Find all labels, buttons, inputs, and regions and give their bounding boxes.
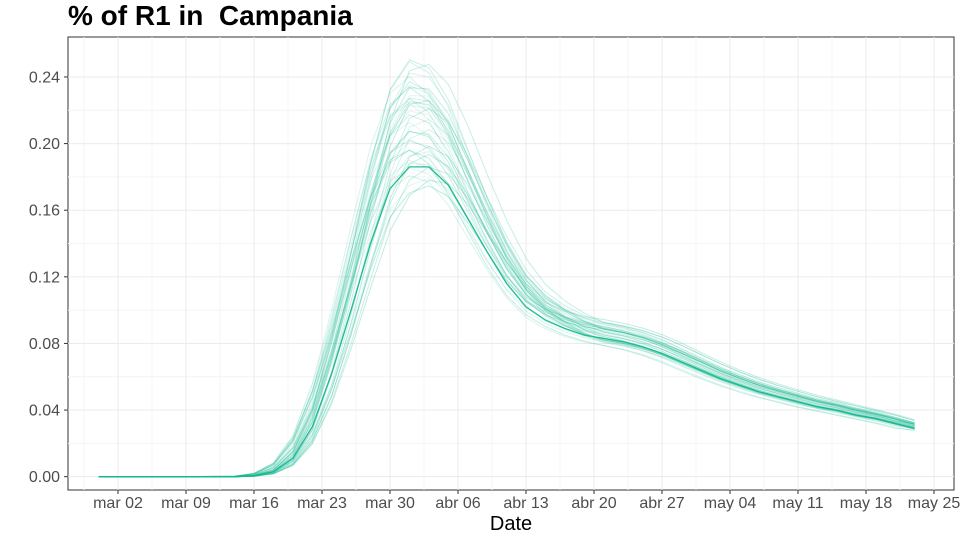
- series-line: [98, 160, 915, 478]
- chart-title: % of R1 in Campania: [68, 0, 353, 31]
- x-axis: mar 02 mar 09 mar 16 mar 23 mar 30 abr 06 abr …: [93, 490, 960, 512]
- series-line: [98, 149, 915, 478]
- y-tick-label: 0.04: [29, 403, 60, 420]
- series-line: [98, 63, 915, 478]
- x-tick-label: abr 13: [503, 495, 548, 512]
- x-axis-title: Date: [490, 513, 532, 535]
- y-tick-label: 0.24: [29, 69, 60, 86]
- series-line: [98, 114, 915, 478]
- series-line: [98, 166, 915, 478]
- series-line: [98, 149, 915, 478]
- major-grid: [68, 37, 954, 490]
- series-line: [98, 81, 915, 478]
- series-line: [98, 84, 915, 478]
- y-tick-label: 0.20: [29, 136, 60, 153]
- x-tick-label: mar 16: [229, 495, 279, 512]
- series-line: [98, 145, 915, 478]
- series-line: [98, 129, 915, 478]
- series-line: [98, 101, 915, 478]
- series-line: [98, 185, 915, 478]
- series-line: [98, 177, 915, 478]
- x-tick-label: may 04: [704, 495, 757, 512]
- series-line: [98, 87, 915, 478]
- series-line: [98, 107, 915, 478]
- series-line: [98, 98, 915, 478]
- plot-panel: [67, 36, 955, 491]
- x-tick-label: may 18: [840, 495, 893, 512]
- x-tick-label: mar 09: [161, 495, 211, 512]
- y-axis: 0.00 0.04 0.08 0.12 0.16 0.20 0.24: [29, 69, 68, 486]
- minor-grid: [68, 37, 954, 490]
- x-tick-label: mar 02: [93, 495, 143, 512]
- series-line: [98, 151, 915, 478]
- series-line: [98, 131, 915, 478]
- series-line: [98, 139, 915, 478]
- series-line-highlight: [98, 166, 915, 478]
- x-tick-label: may 25: [908, 495, 960, 512]
- x-tick-label: abr 20: [571, 495, 616, 512]
- series-line: [98, 100, 915, 478]
- x-tick-label: mar 30: [365, 495, 415, 512]
- series-line: [98, 175, 915, 478]
- series-line: [98, 95, 915, 478]
- x-tick-label: abr 06: [435, 495, 480, 512]
- x-tick-label: abr 27: [639, 495, 684, 512]
- series-line: [98, 72, 915, 478]
- y-tick-label: 0.12: [29, 269, 60, 286]
- series-line: [98, 141, 915, 478]
- series-line: [98, 97, 915, 478]
- series-line: [98, 179, 915, 478]
- series-line: [98, 102, 915, 478]
- series-line: [98, 59, 915, 478]
- y-tick-label: 0.16: [29, 203, 60, 220]
- series-line: [98, 104, 915, 478]
- series-line: [98, 167, 915, 478]
- series-line: [98, 86, 915, 478]
- x-tick-label: mar 23: [297, 495, 347, 512]
- series-layer: [98, 59, 915, 478]
- series-line: [98, 110, 915, 478]
- series-line: [98, 130, 915, 478]
- y-tick-label: 0.08: [29, 336, 60, 353]
- x-tick-label: may 11: [772, 495, 823, 512]
- series-line: [98, 154, 915, 478]
- y-tick-label: 0.00: [29, 469, 60, 486]
